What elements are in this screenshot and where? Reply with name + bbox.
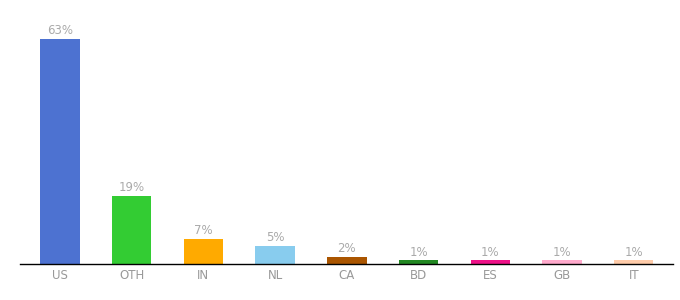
Text: 1%: 1% xyxy=(481,246,500,259)
Bar xyxy=(255,246,295,264)
Bar xyxy=(398,260,439,264)
Bar xyxy=(112,196,152,264)
Text: 19%: 19% xyxy=(118,181,145,194)
Bar xyxy=(614,260,653,264)
Text: 1%: 1% xyxy=(553,246,571,259)
Text: 7%: 7% xyxy=(194,224,213,237)
Bar xyxy=(542,260,581,264)
Text: 2%: 2% xyxy=(337,242,356,255)
Bar xyxy=(184,239,223,264)
Text: 1%: 1% xyxy=(409,246,428,259)
Bar xyxy=(40,39,80,264)
Text: 63%: 63% xyxy=(47,24,73,37)
Text: 1%: 1% xyxy=(624,246,643,259)
Bar xyxy=(471,260,510,264)
Bar xyxy=(327,257,367,264)
Text: 5%: 5% xyxy=(266,231,284,244)
